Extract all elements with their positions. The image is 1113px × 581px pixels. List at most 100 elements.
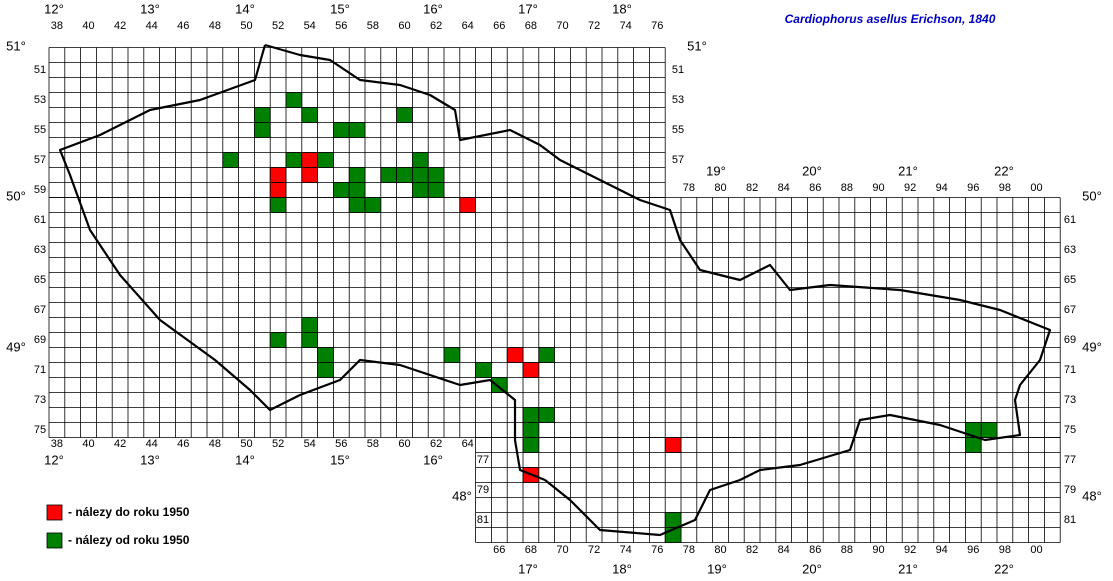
label: 38 xyxy=(51,20,63,32)
legend-swatch xyxy=(46,504,63,521)
label: 16° xyxy=(423,452,443,467)
label: 72 xyxy=(588,544,600,556)
label: 64 xyxy=(462,20,474,32)
record-cell xyxy=(427,167,445,183)
legend-label: - nálezy do roku 1950 xyxy=(68,505,190,519)
record-cell xyxy=(301,332,318,348)
label: 96 xyxy=(967,182,979,194)
label: 61 xyxy=(34,214,46,226)
record-cell xyxy=(348,182,366,198)
label: 92 xyxy=(904,544,916,556)
label: 60 xyxy=(398,438,410,450)
record-cell xyxy=(396,167,413,183)
records xyxy=(222,92,998,543)
label: 53 xyxy=(34,94,46,106)
label: 50 xyxy=(240,438,252,450)
label: 73 xyxy=(1064,394,1076,406)
record-cell xyxy=(364,197,382,213)
label: 12° xyxy=(44,1,64,16)
label: 61 xyxy=(1064,214,1076,226)
label: 17° xyxy=(518,561,538,576)
label: 56 xyxy=(335,438,347,450)
label: 78 xyxy=(683,182,695,194)
label: 65 xyxy=(34,274,46,286)
label: 88 xyxy=(841,182,853,194)
label: 75 xyxy=(1064,424,1076,436)
record-cell xyxy=(490,377,508,393)
label: 81 xyxy=(1064,514,1076,526)
label: 17° xyxy=(518,1,538,16)
labels: 38 40 42 44 46 48 50 52 54 56 58 60 62 64 66 68 70 72 74 76… xyxy=(6,1,1102,576)
label: 84 xyxy=(778,182,790,194)
border xyxy=(58,43,1052,537)
label: 50° xyxy=(1082,188,1102,203)
label: 68 xyxy=(525,20,537,32)
label: 46 xyxy=(177,438,189,450)
label: 55 xyxy=(672,124,684,136)
label: 77 xyxy=(1064,454,1076,466)
label: 94 xyxy=(936,544,948,556)
label: 52 xyxy=(272,438,284,450)
record-cell xyxy=(301,317,318,333)
record-cell xyxy=(269,167,287,183)
label: 70 xyxy=(556,20,568,32)
label: 66 xyxy=(493,544,505,556)
grid xyxy=(48,47,1061,543)
record-cell xyxy=(411,167,429,183)
record-cell xyxy=(253,107,271,123)
label: 56 xyxy=(335,20,347,32)
label: 66 xyxy=(493,20,505,32)
label: 48 xyxy=(209,20,221,32)
label: 76 xyxy=(651,544,663,556)
label: 81 xyxy=(477,514,489,526)
label: 69 xyxy=(1064,334,1076,346)
label: 19° xyxy=(706,163,726,178)
label: 60 xyxy=(398,20,410,32)
label: 90 xyxy=(872,544,884,556)
label: 18° xyxy=(612,561,632,576)
label: 44 xyxy=(146,438,158,450)
label: 42 xyxy=(114,20,126,32)
record-cell xyxy=(269,182,287,198)
label: 73 xyxy=(34,394,46,406)
record-cell xyxy=(301,107,318,123)
label: 38 xyxy=(51,438,63,450)
label: 14° xyxy=(235,452,255,467)
record-cell xyxy=(443,347,461,363)
title: Cardiophorus asellus Erichson, 1840 xyxy=(785,12,996,26)
label: 84 xyxy=(778,544,790,556)
record-cell xyxy=(301,167,318,183)
label: 98 xyxy=(999,544,1011,556)
record-cell xyxy=(506,347,524,363)
label: 12° xyxy=(44,452,64,467)
label: 20° xyxy=(802,163,822,178)
label: 69 xyxy=(34,334,46,346)
record-cell xyxy=(396,107,413,123)
record-cell xyxy=(522,362,540,378)
label: 18° xyxy=(612,1,632,16)
label: 54 xyxy=(304,20,316,32)
record-cell xyxy=(285,92,303,108)
label: 40 xyxy=(82,438,94,450)
label: 16° xyxy=(423,1,443,16)
label: 92 xyxy=(904,182,916,194)
record-cell xyxy=(348,197,366,213)
label: 79 xyxy=(477,484,489,496)
label: 65 xyxy=(1064,274,1076,286)
label: 90 xyxy=(872,182,884,194)
label: 67 xyxy=(1064,304,1076,316)
label: 62 xyxy=(430,20,442,32)
record-cell xyxy=(664,512,682,528)
label: 15° xyxy=(330,452,350,467)
record-cell xyxy=(427,182,445,198)
record-cell xyxy=(301,152,318,168)
label: 98 xyxy=(999,182,1011,194)
label: 58 xyxy=(367,20,379,32)
record-cell xyxy=(317,347,334,363)
label: 74 xyxy=(620,544,632,556)
label: 86 xyxy=(809,182,821,194)
record-cell xyxy=(317,362,334,378)
label: 48° xyxy=(1082,488,1102,503)
label: 49° xyxy=(6,339,26,354)
